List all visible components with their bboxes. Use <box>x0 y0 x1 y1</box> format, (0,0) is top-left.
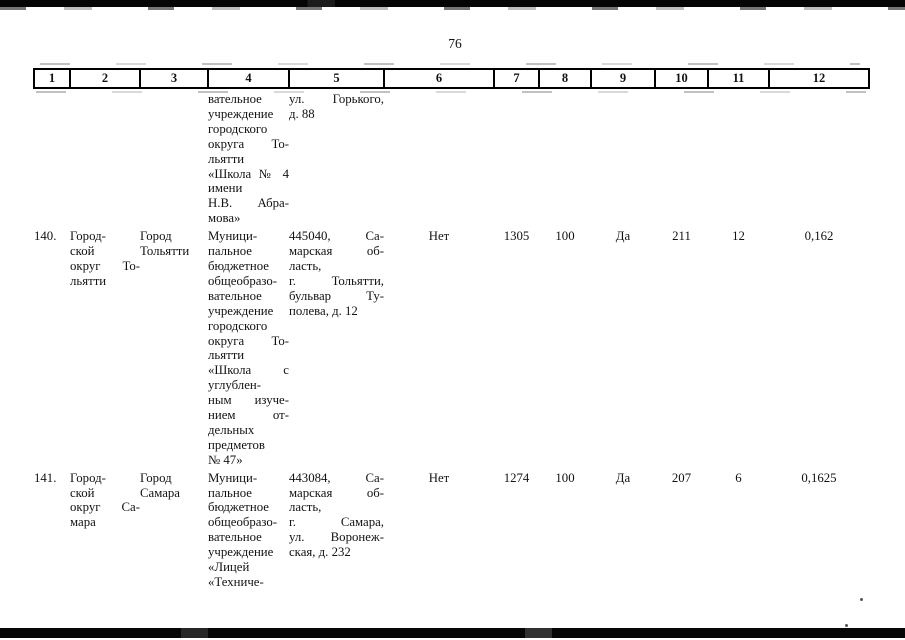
cell-territory <box>70 88 140 226</box>
cell-col9 <box>591 88 655 226</box>
cell-col12: 0,162 <box>804 229 834 244</box>
cell-col8: 100 <box>555 229 575 244</box>
column-header-8: 8 <box>538 68 592 89</box>
column-header-9: 9 <box>590 68 656 89</box>
cell-col7: 1274 <box>503 470 530 485</box>
cell-col12: 0,1625 <box>801 470 837 485</box>
scan-artifact-dash-below-header <box>36 91 866 93</box>
cell-col7 <box>494 88 539 226</box>
cell-col8: 100 <box>555 470 575 485</box>
scan-speck <box>845 624 848 627</box>
cell-col9: Да <box>615 229 631 244</box>
column-header-11: 11 <box>707 68 770 89</box>
cell-col7: 1305 <box>503 229 530 244</box>
column-header-5: 5 <box>288 68 385 89</box>
column-header-10: 10 <box>654 68 709 89</box>
cell-city: Город Тольятти <box>140 229 190 259</box>
cell-territory: Город-ской округ То-льятти <box>70 229 140 288</box>
column-header-1: 1 <box>33 68 71 89</box>
cell-institution: Муници-пальное бюджетное общеобразо-ватель… <box>208 470 278 589</box>
page-number: 76 <box>448 36 462 51</box>
cell-city <box>140 88 208 226</box>
cell-institution: Муници-пальное бюджетное общеобразо-ватель… <box>208 229 289 467</box>
table-row-140: 140. Город-ской округ То-льятти Город Толь… <box>34 226 869 468</box>
cell-institution: вательное учреждение городского округа То-л… <box>208 92 289 226</box>
cell-col8 <box>539 88 591 226</box>
column-header-6: 6 <box>383 68 495 89</box>
cell-address: 443084, Са-марская об-ласть, г. Самара, ул… <box>289 470 384 560</box>
cell-territory: Город-ской округ Са-мара <box>70 470 140 530</box>
cell-number: 141. <box>34 470 57 485</box>
column-header-2: 2 <box>69 68 141 89</box>
cell-col11 <box>708 88 769 226</box>
column-header-4: 4 <box>207 68 290 89</box>
column-header-12: 12 <box>768 68 870 89</box>
cell-col10: 207 <box>671 470 692 485</box>
cell-address: 445040, Са-марская об-ласть, г. Тольятти,… <box>289 229 384 318</box>
cell-col6 <box>384 88 494 226</box>
scan-artifact-bottom-bar <box>0 628 905 638</box>
registry-table: 1 2 3 4 5 6 7 8 9 10 11 12 вательное учре… <box>33 68 870 590</box>
column-header-3: 3 <box>139 68 209 89</box>
cell-col9: Да <box>615 470 631 485</box>
scan-speck <box>860 598 863 601</box>
cell-col11: 12 <box>732 229 745 244</box>
cell-col11: 6 <box>735 470 742 485</box>
cell-col10: 211 <box>672 229 691 244</box>
table-row-141: 141. Город-ской округ Са-мара Город Самара… <box>34 468 869 590</box>
table-header-row: 1 2 3 4 5 6 7 8 9 10 11 12 <box>33 68 870 89</box>
scan-artifact-top-smudge <box>0 7 905 10</box>
cell-city: Город Самара <box>140 470 180 500</box>
scan-artifact-dash-above-header <box>40 63 860 65</box>
column-header-7: 7 <box>493 68 540 89</box>
cell-number: 140. <box>34 229 57 244</box>
cell-col12 <box>769 88 869 226</box>
cell-number <box>34 88 70 226</box>
cell-col6: Нет <box>428 229 450 244</box>
cell-col10 <box>655 88 708 226</box>
cell-col6: Нет <box>428 470 450 485</box>
cell-address: ул. Горького, д. 88 <box>289 92 384 121</box>
table-row-continuation: вательное учреждение городского округа То-л… <box>34 88 869 226</box>
scan-artifact-top-bar <box>0 0 905 7</box>
